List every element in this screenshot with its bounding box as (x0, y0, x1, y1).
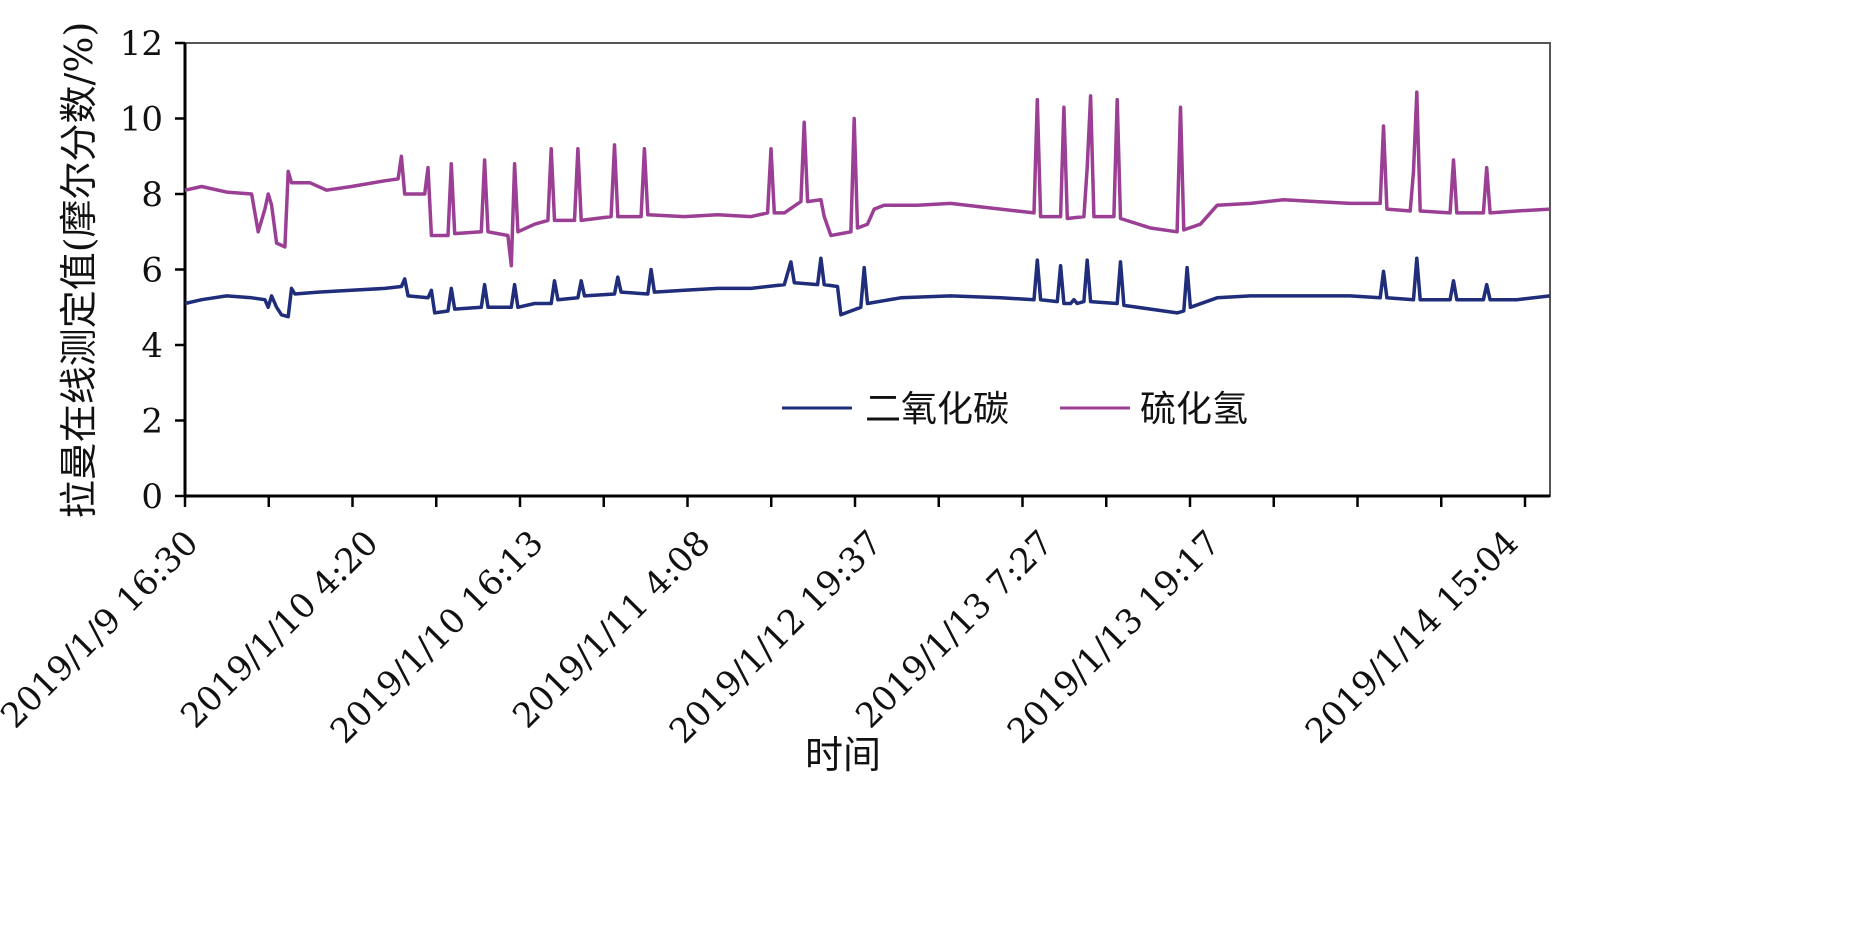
y-tick-label: 4 (141, 326, 163, 366)
x-tick-label: 2019/1/14 15:04 (1298, 523, 1526, 751)
series-layer (184, 90, 1551, 319)
y-tick-label: 12 (120, 24, 163, 64)
series-line-h2s (184, 90, 1551, 268)
y-tick-label: 2 (141, 402, 163, 442)
y-tick-label: 6 (141, 251, 163, 291)
y-axis: 0 2 4 6 8 10 12 (120, 24, 187, 517)
y-tick-label: 10 (120, 100, 163, 140)
x-axis-title: 时间 (805, 733, 881, 777)
x-tick-label: 2019/1/9 16:30 (0, 523, 206, 736)
legend-label-co2: 二氧化碳 (865, 389, 1009, 430)
y-tick-label: 8 (141, 175, 163, 215)
series-line-co2 (184, 256, 1551, 319)
legend: 二氧化碳 硫化氢 (782, 389, 1248, 430)
legend-label-h2s: 硫化氢 (1140, 389, 1248, 430)
y-axis-title: 拉曼在线测定值(摩尔分数/%) (57, 22, 101, 519)
y-tick-label: 0 (141, 477, 163, 517)
